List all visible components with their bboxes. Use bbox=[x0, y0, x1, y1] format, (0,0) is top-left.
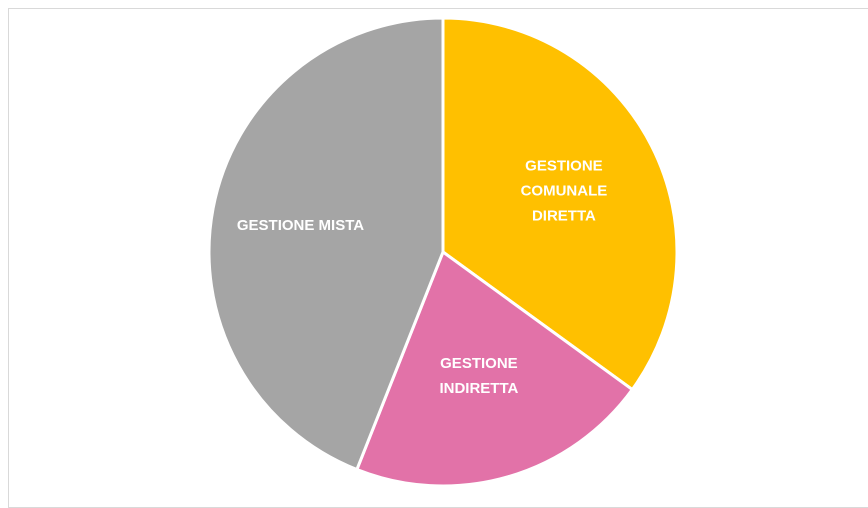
slice-label-2: GESTIONE INDIRETTA bbox=[439, 355, 518, 397]
pie-slice-1 bbox=[441, 16, 679, 392]
labels-layer: GESTIONE COMUNALE DIRETTA GESTIONE INDIRETTA… bbox=[237, 157, 607, 397]
slice-label-line: DIRETTA bbox=[532, 207, 596, 224]
slice-label-line: GESTIONE bbox=[440, 355, 518, 372]
pie-slice-3 bbox=[207, 16, 445, 472]
pie-chart: GESTIONE COMUNALE DIRETTA GESTIONE INDIRETTA… bbox=[207, 16, 679, 488]
slice-label-3: GESTIONE MISTA bbox=[237, 217, 364, 234]
slice-label-1: GESTIONE COMUNALE DIRETTA bbox=[521, 157, 608, 224]
slice-label-line: GESTIONE MISTA bbox=[237, 217, 364, 234]
slice-label-line: GESTIONE bbox=[525, 157, 603, 174]
slices-layer bbox=[207, 16, 679, 488]
slice-label-line: COMUNALE bbox=[521, 182, 608, 199]
pie-slice-2 bbox=[355, 250, 634, 488]
slice-label-line: INDIRETTA bbox=[439, 380, 518, 397]
